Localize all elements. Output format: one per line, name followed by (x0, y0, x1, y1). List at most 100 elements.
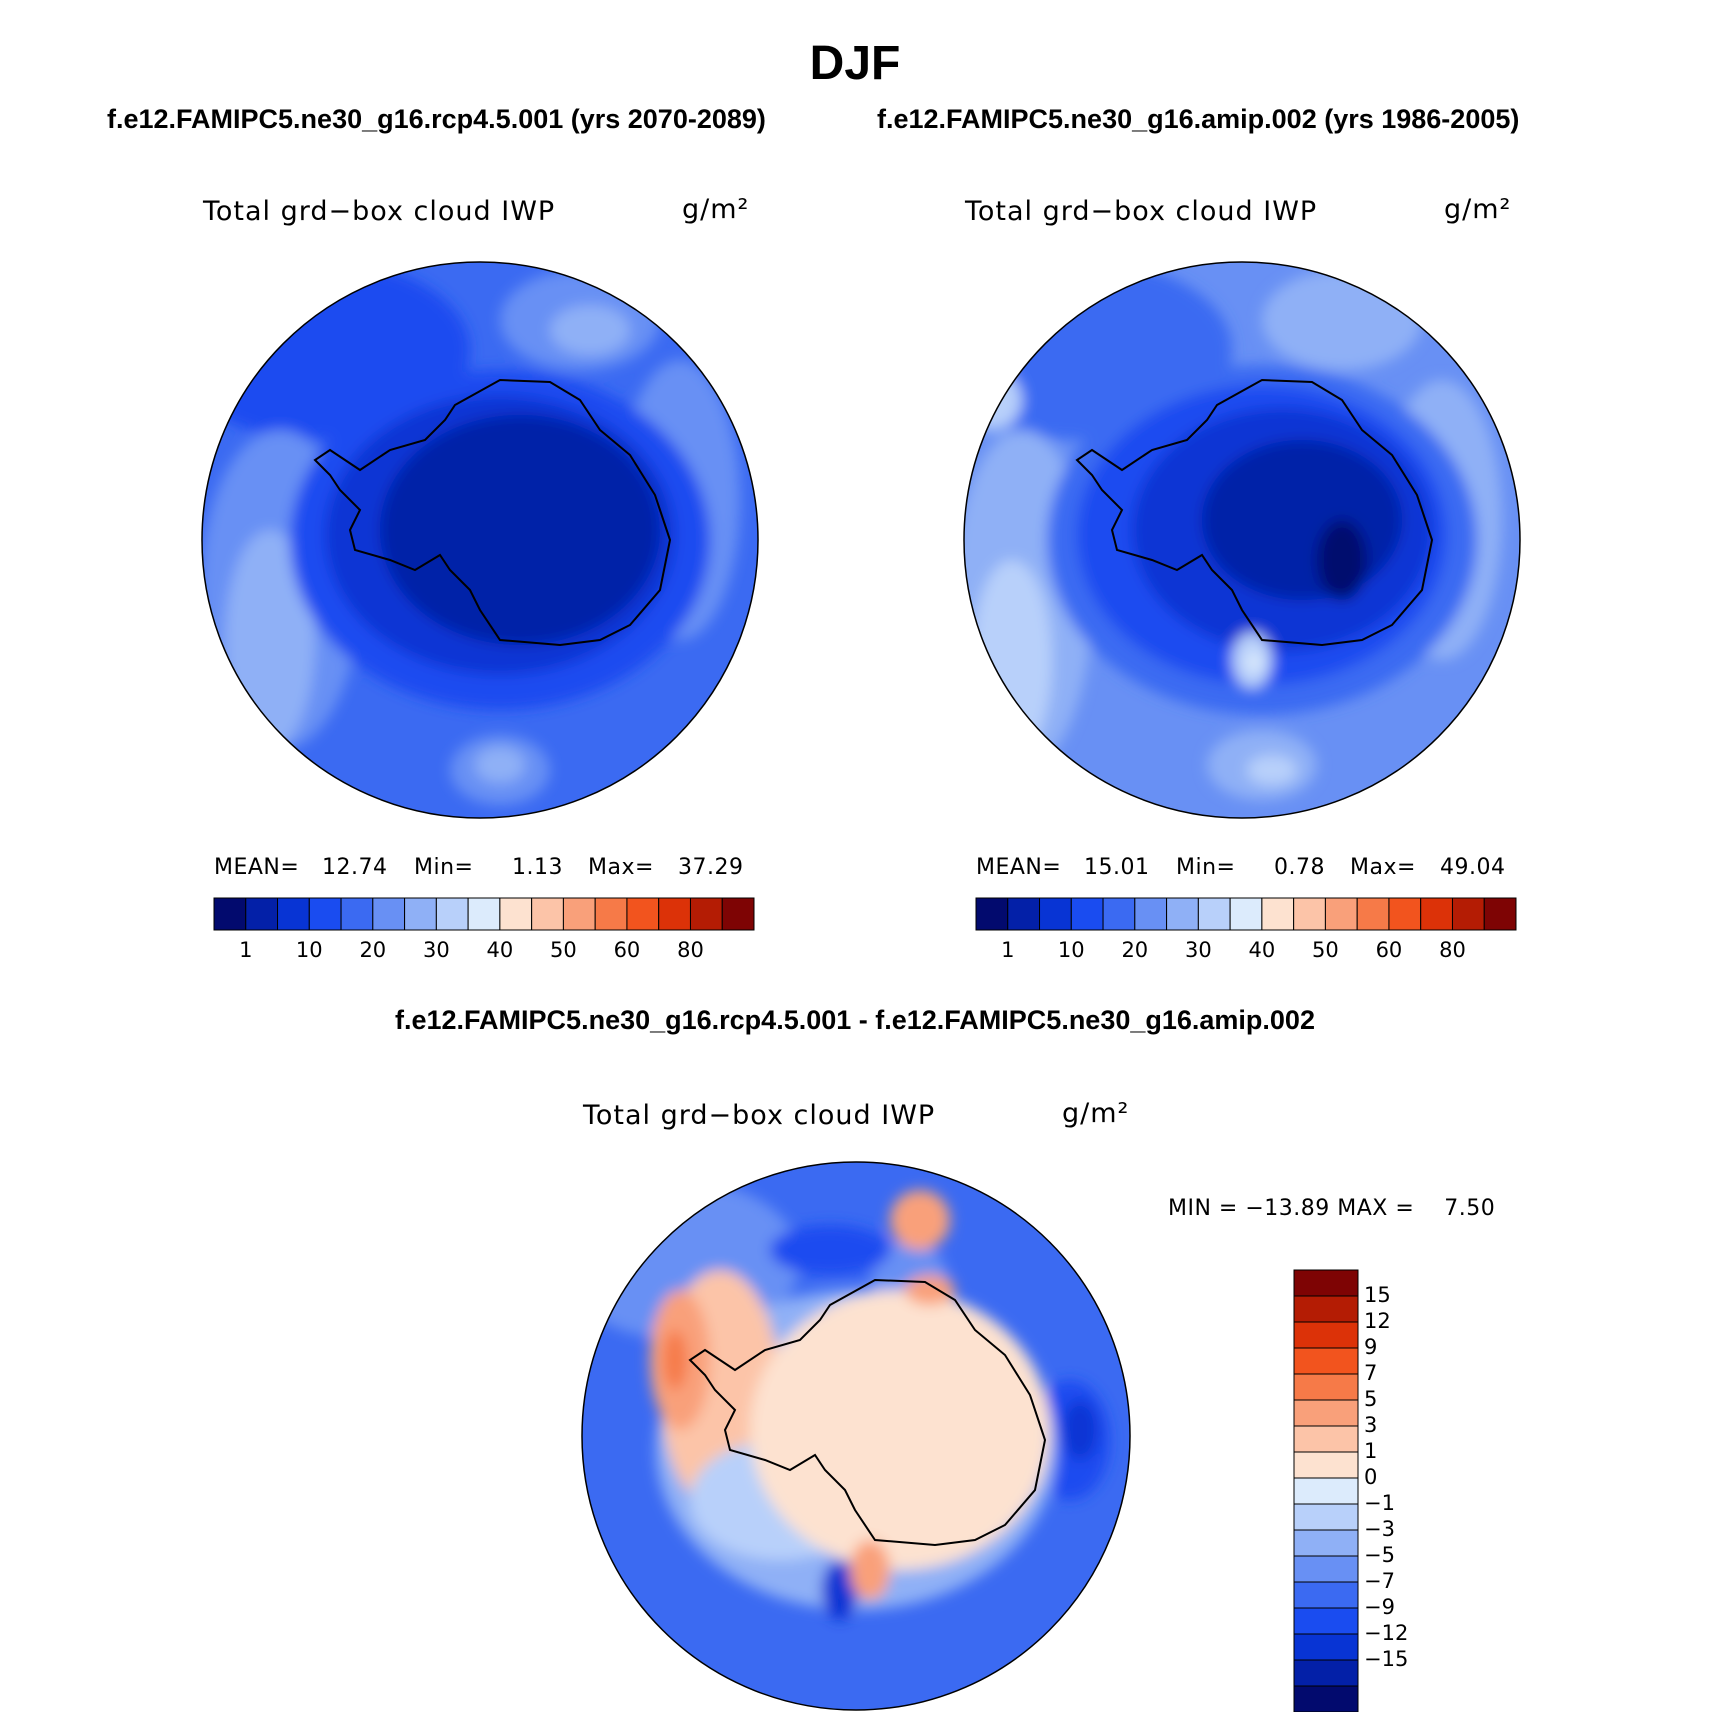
colorbar-difference-tick-label: 3 (1364, 1413, 1378, 1437)
colorbar-panel1-swatch (594, 897, 628, 931)
colorbar-difference-tick-label: −3 (1364, 1517, 1395, 1541)
colorbar-difference-tick-label: −12 (1364, 1621, 1409, 1645)
colorbar-panel1-tick-label: 40 (486, 938, 514, 962)
colorbar-difference-tick-label: 7 (1364, 1361, 1378, 1385)
panel1-units-label: g/m² (682, 194, 750, 225)
panel2-min-value: 0.78 (1274, 855, 1325, 880)
colorbar-difference-swatch (1293, 1347, 1359, 1375)
colorbar-difference-tick-label: −1 (1364, 1491, 1395, 1515)
colorbar-panel1-tick-label: 50 (550, 938, 577, 962)
colorbar-difference-swatch (1293, 1321, 1359, 1349)
colorbar-panel1-labels: 1 10 20 30 40 50 60 80 (214, 938, 754, 968)
colorbar-panel2-swatch (1420, 897, 1453, 931)
colorbar-panel1-swatch (404, 897, 437, 931)
panel2-variable-label: Total grd−box cloud IWP (965, 196, 1318, 227)
colorbar-difference-tick-label: 9 (1364, 1335, 1378, 1359)
colorbar-panel1-swatch (372, 897, 406, 931)
colorbar-panel2-tick-label: 80 (1439, 938, 1466, 962)
colorbar-panel2-swatch (1007, 897, 1041, 931)
colorbar-difference-tick-label: −15 (1364, 1647, 1409, 1671)
colorbar-panel2-swatch (1166, 897, 1199, 931)
main-title: DJF (809, 37, 901, 90)
colorbar-panel2-swatch (1229, 897, 1263, 931)
panel3-variable-label: Total grd−box cloud IWP (583, 1100, 936, 1131)
colorbar-difference-swatch (1293, 1555, 1359, 1583)
colorbar-difference-swatch (1293, 1425, 1359, 1453)
panel2-min-label: Min= (1176, 855, 1236, 880)
colorbar-panel1-swatch (213, 897, 247, 931)
colorbar-panel2-swatch (1388, 897, 1422, 931)
colorbar-panel1-swatch (277, 897, 310, 931)
map-rcp45 (201, 261, 759, 819)
panel2-units-label: g/m² (1444, 194, 1512, 225)
case2-title: f.e12.FAMIPC5.ne30_g16.amip.002 (yrs 198… (877, 104, 1520, 134)
colorbar-panel1-tick-label: 10 (295, 938, 323, 962)
colorbar-difference-tick-label: 0 (1364, 1465, 1378, 1489)
colorbar-difference-tick-label: −9 (1364, 1595, 1395, 1619)
case1-title: f.e12.FAMIPC5.ne30_g16.rcp4.5.001 (yrs 2… (107, 104, 766, 134)
colorbar-difference-swatch (1293, 1581, 1359, 1609)
colorbar-panel1-swatch (245, 897, 279, 931)
panel1-mean-label: MEAN= (214, 855, 300, 880)
colorbar-panel1-swatch (467, 897, 501, 931)
colorbar-panel1-swatch (562, 897, 596, 931)
colorbar-panel1-swatch (721, 897, 755, 931)
colorbar-panel1-tick-label: 30 (422, 938, 450, 962)
colorbar-panel2-swatch (975, 897, 1009, 931)
panel2-max-label: Max= (1350, 855, 1416, 880)
panel1-min-value: 1.13 (512, 855, 563, 880)
colorbar-panel2-swatch (1451, 897, 1485, 931)
colorbar-panel2-swatch (1483, 897, 1517, 931)
colorbar-panel1-tick-label: 20 (359, 938, 387, 962)
colorbar-difference-swatch (1293, 1607, 1359, 1635)
colorbar-panel2-swatch (1324, 897, 1358, 931)
colorbar-difference-swatch (1293, 1633, 1359, 1661)
colorbar-panel1-swatch (308, 897, 342, 931)
colorbar-panel2-swatch (1356, 897, 1390, 931)
map-difference (581, 1161, 1131, 1711)
colorbar-panel1-tick-label: 60 (613, 938, 641, 962)
colorbar-panel2 (975, 897, 1517, 931)
colorbar-panel1-swatch (689, 897, 723, 931)
colorbar-difference-tick-label: 1 (1364, 1439, 1378, 1463)
colorbar-difference-swatch (1293, 1685, 1359, 1712)
colorbar-panel1-swatch (435, 897, 469, 931)
colorbar-panel2-labels: 1 10 20 30 40 50 60 80 (976, 938, 1516, 968)
colorbar-panel2-swatch (1134, 897, 1168, 931)
colorbar-difference-tick-label: 5 (1364, 1387, 1378, 1411)
colorbar-difference-swatch (1293, 1295, 1359, 1323)
colorbar-panel1-tick-label: 1 (239, 938, 253, 962)
colorbar-difference-swatch (1293, 1269, 1359, 1297)
colorbar-panel2-tick-label: 30 (1184, 938, 1212, 962)
colorbar-difference-swatch (1293, 1503, 1359, 1531)
panel1-max-label: Max= (588, 855, 654, 880)
colorbar-panel2-swatch (1197, 897, 1231, 931)
colorbar-difference-swatch (1293, 1659, 1359, 1687)
colorbar-panel1-swatch (626, 897, 660, 931)
colorbar-panel2-tick-label: 40 (1248, 938, 1276, 962)
colorbar-difference-tick-label: −7 (1364, 1569, 1395, 1593)
colorbar-panel2-swatch (1293, 897, 1326, 931)
colorbar-difference (1293, 1269, 1359, 1712)
colorbar-difference-swatch (1293, 1529, 1359, 1557)
colorbar-panel1-swatch (531, 897, 564, 931)
colorbar-panel2-swatch (1070, 897, 1104, 931)
panel1-min-label: Min= (414, 855, 474, 880)
colorbar-difference-tick-label: −5 (1364, 1543, 1395, 1567)
panel1-variable-label: Total grd−box cloud IWP (203, 196, 556, 227)
panel2-mean-label: MEAN= (976, 855, 1062, 880)
colorbar-panel2-tick-label: 1 (1001, 938, 1015, 962)
panel3-minmax-label: MIN = −13.89 MAX = 7.50 (1168, 1196, 1496, 1221)
colorbar-panel2-tick-label: 10 (1057, 938, 1085, 962)
colorbar-panel2-swatch (1039, 897, 1072, 931)
difference-title: f.e12.FAMIPC5.ne30_g16.rcp4.5.001 - f.e1… (395, 1005, 1315, 1035)
colorbar-panel2-tick-label: 20 (1121, 938, 1149, 962)
colorbar-difference-swatch (1293, 1399, 1359, 1427)
panel1-max-value: 37.29 (678, 855, 744, 880)
colorbar-panel2-swatch (1261, 897, 1295, 931)
colorbar-difference-swatch (1293, 1477, 1359, 1505)
map-amip (963, 261, 1521, 819)
colorbar-panel1 (213, 897, 755, 931)
colorbar-panel1-tick-label: 80 (677, 938, 704, 962)
colorbar-difference-tick-label: 15 (1364, 1283, 1391, 1307)
